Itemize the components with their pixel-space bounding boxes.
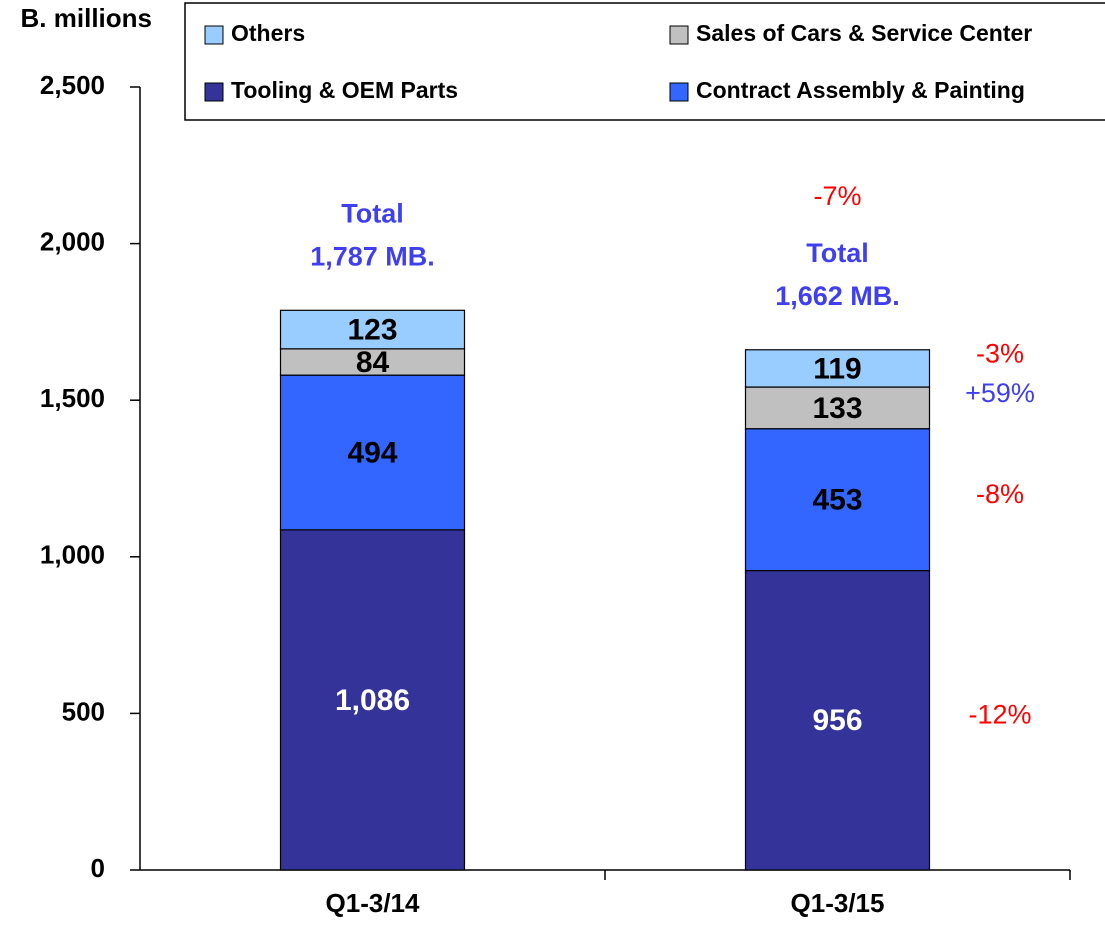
bar-segment [279,309,466,350]
total-label: Total [341,198,404,228]
change-label: -8% [976,479,1024,509]
bar-segment [279,529,466,871]
y-tick-label: 2,500 [40,70,105,100]
x-tick-label: Q1-3/14 [326,888,420,918]
bar-segment [744,569,931,871]
legend-box [184,2,1105,121]
legend-label: Tooling & OEM Parts [231,77,458,103]
data-label: 956 [812,704,862,737]
legend-label: Contract Assembly & Painting [696,77,1025,103]
bar-segment [279,374,466,531]
data-label: 494 [347,436,397,469]
y-tick-label: 1,500 [40,383,105,413]
legend-swatch [669,82,689,102]
total-label: 1,662 MB. [775,281,900,311]
legend-swatch [204,82,224,102]
data-label: 123 [347,313,397,346]
total-change-label: -7% [813,181,861,211]
total-label: Total [806,238,869,268]
y-axis-label: B. millions [21,3,152,33]
legend-swatch [669,25,689,45]
y-tick-label: 0 [91,853,105,883]
x-tick-label: Q1-3/15 [791,888,885,918]
data-label: 453 [812,484,862,517]
total-label: 1,787 MB. [310,241,435,271]
data-label: 1,086 [335,684,410,717]
change-label: +59% [965,378,1035,408]
data-label: 133 [812,392,862,425]
change-label: -3% [976,339,1024,369]
bar-segment [744,428,931,572]
bar-segment [744,349,931,388]
legend-label: Sales of Cars & Service Center [696,20,1032,46]
data-label: 119 [813,352,861,385]
legend-swatch [204,25,224,45]
change-label: -12% [968,699,1031,729]
y-tick-label: 1,000 [40,540,105,570]
bar-segment [744,386,931,430]
bar-segment [279,348,466,376]
y-tick-label: 500 [62,696,105,726]
y-tick-label: 2,000 [40,226,105,256]
data-label: 84 [356,346,390,379]
legend-label: Others [231,20,305,46]
